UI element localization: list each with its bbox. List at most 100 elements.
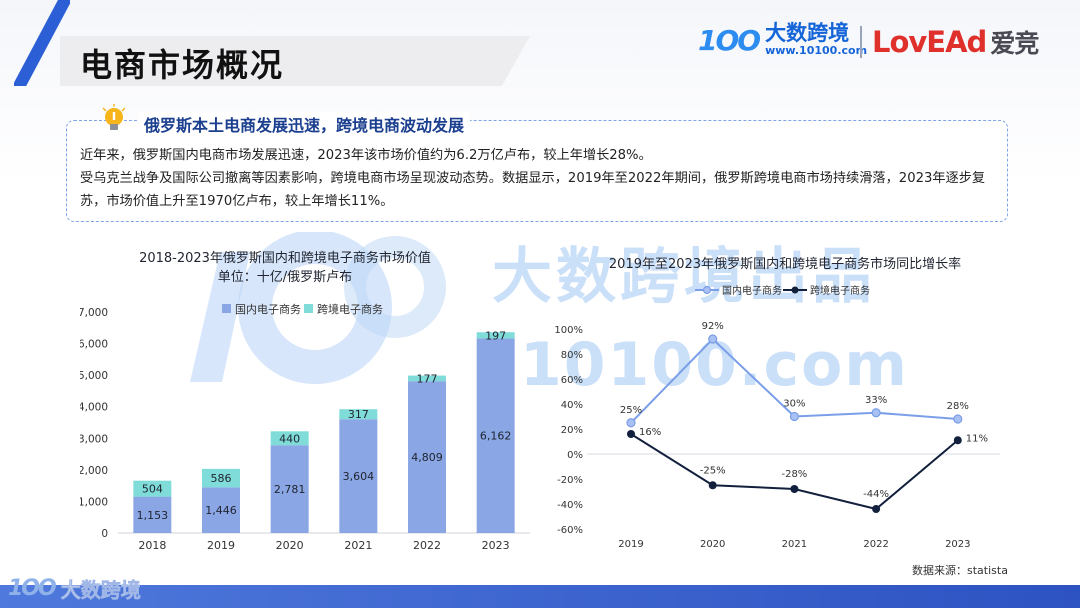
bar-chart-container: 2018-2023年俄罗斯国内和跨境电子商务市场价值 单位：十亿/俄罗斯卢布 国内电… (78, 248, 540, 558)
footer-logo: 1OO 大数跨境 (8, 574, 141, 603)
data-label-domestic: 6,162 (480, 430, 512, 443)
y-tick-label: 5,000 (80, 370, 108, 382)
data-label-crossborder: 197 (485, 329, 506, 342)
point-domestic (871, 408, 881, 418)
bar-domestic (408, 381, 446, 533)
point-domestic (626, 418, 636, 428)
data-label-crossborder: -25% (700, 465, 726, 476)
data-label-domestic: 4,809 (411, 451, 443, 464)
point-domestic (953, 414, 963, 424)
data-label-crossborder: 177 (417, 372, 438, 385)
x-tick-label: 2022 (413, 539, 441, 552)
chart-subtitle: 单位：十亿/俄罗斯卢布 (218, 269, 352, 285)
legend-swatch-domestic (222, 304, 231, 313)
page-title: 电商市场概况 (80, 46, 285, 84)
chart-title: 2018-2023年俄罗斯国内和跨境电子商务市场价值 (139, 250, 431, 266)
x-tick-label: 2020 (276, 539, 304, 552)
x-tick-label: 2019 (618, 539, 643, 550)
y-tick-label: -40% (557, 500, 583, 511)
y-tick-label: 0% (567, 450, 583, 461)
bar-crossborder (202, 468, 240, 488)
data-label-crossborder: 317 (348, 408, 369, 421)
point-crossborder (953, 436, 962, 445)
summary-line-2: 受乌克兰战争及国际公司撤离等因素影响，跨境电商市场呈现波动态势。数据显示，201… (80, 171, 986, 209)
y-tick-label: 1,000 (80, 496, 108, 508)
footer-mark-icon: 1OO (8, 576, 57, 601)
bar-domestic (202, 487, 240, 533)
bar-crossborder (408, 375, 446, 382)
data-label-domestic: 28% (947, 401, 969, 412)
y-tick-label: 4,000 (80, 402, 108, 414)
point-crossborder (790, 485, 799, 493)
point-crossborder (627, 430, 635, 438)
data-label-crossborder: 16% (639, 427, 661, 438)
legend-label-crossborder: 跨境电子商务 (317, 302, 383, 316)
x-tick-label: 2023 (482, 539, 510, 552)
series-line-domestic (630, 337, 958, 424)
y-tick-label: -60% (557, 525, 583, 536)
brand2-name: LovEAd (872, 25, 987, 59)
data-label-domestic: 92% (702, 321, 724, 332)
data-label-crossborder: 440 (279, 432, 300, 445)
chart-title: 2019年至2023年俄罗斯国内和跨境电子商务市场同比增长率 (609, 256, 961, 272)
point-crossborder (872, 505, 881, 513)
legend-marker-crossborder (791, 286, 799, 294)
brand-logo-lovead: LovEAd 爱竞 (872, 24, 1039, 60)
x-tick-label: 2023 (945, 539, 970, 550)
brand-name: 大数跨境 (765, 21, 850, 45)
point-crossborder (708, 481, 717, 490)
data-label-crossborder: 586 (211, 472, 232, 485)
y-tick-label: 3,000 (80, 433, 108, 445)
bar-domestic (476, 338, 515, 533)
data-label-crossborder: 11% (966, 433, 988, 444)
x-tick-label: 2021 (782, 539, 807, 550)
bar-domestic (270, 445, 309, 533)
watermark-text: 大数跨境出品 (492, 242, 876, 312)
lightbulb-icon (102, 104, 126, 130)
y-tick-label: 100% (554, 325, 583, 336)
brand-mark-icon: 1OO (698, 23, 761, 57)
summary-text: 近年来，俄罗斯国内电商市场发展迅速，2023年该市场价值约为6.2万亿卢布，较上… (80, 144, 1000, 213)
y-tick-label: 20% (561, 425, 583, 436)
data-source: 数据来源：statista (912, 564, 1008, 577)
data-label-crossborder: -44% (863, 489, 889, 500)
data-label-crossborder: 504 (142, 483, 163, 496)
legend-label-domestic: 国内电子商务 (722, 284, 782, 297)
bar-crossborder (270, 431, 309, 446)
y-tick-label: 7,000 (80, 307, 108, 319)
summary-line-1: 近年来，俄罗斯国内电商市场发展迅速，2023年该市场价值约为6.2万亿卢布，较上… (80, 148, 652, 163)
y-tick-label: 0 (101, 528, 108, 540)
data-label-domestic: 1,153 (137, 509, 169, 522)
line-chart-container: 2019年至2023年俄罗斯国内和跨境电子商务市场同比增长率国内电子商务 跨境电子… (545, 252, 1025, 582)
title-bar (60, 36, 530, 86)
bar-domestic (133, 496, 172, 533)
legend-label-crossborder: 跨境电子商务 (810, 284, 870, 297)
summary-box (66, 120, 1008, 222)
x-tick-label: 2020 (700, 539, 725, 550)
legend-swatch-crossborder (304, 304, 313, 313)
y-tick-label: 40% (561, 400, 583, 411)
y-tick-label: -20% (557, 475, 583, 486)
data-label-domestic: 33% (865, 395, 887, 406)
footer-bar (0, 585, 1080, 608)
data-label-domestic: 1,446 (205, 504, 237, 517)
x-tick-label: 2018 (138, 539, 166, 552)
x-tick-label: 2019 (207, 539, 235, 552)
bar-crossborder (133, 480, 172, 497)
data-label-crossborder: -28% (781, 469, 807, 480)
bar-crossborder (476, 332, 515, 339)
footer-brand-name: 大数跨境 (60, 578, 141, 603)
brand2-cn: 爱竞 (990, 29, 1039, 58)
y-tick-label: 80% (561, 350, 583, 361)
stacked-bar-chart: 2018-2023年俄罗斯国内和跨境电子商务市场价值单位：十亿/俄罗斯卢布国内电… (78, 250, 530, 552)
point-domestic (708, 334, 718, 344)
bar-domestic (339, 419, 378, 533)
watermark-logo (190, 232, 446, 384)
brand-logo-10100: 1OO 大数跨境 www.10100.com (698, 22, 867, 58)
y-tick-label: 6,000 (80, 339, 108, 351)
summary-heading: 俄罗斯本土电商发展迅速，跨境电商波动发展 (138, 112, 471, 136)
data-label-domestic: 3,604 (343, 470, 375, 483)
data-label-domestic: 2,781 (274, 483, 306, 496)
x-tick-label: 2022 (863, 539, 888, 550)
